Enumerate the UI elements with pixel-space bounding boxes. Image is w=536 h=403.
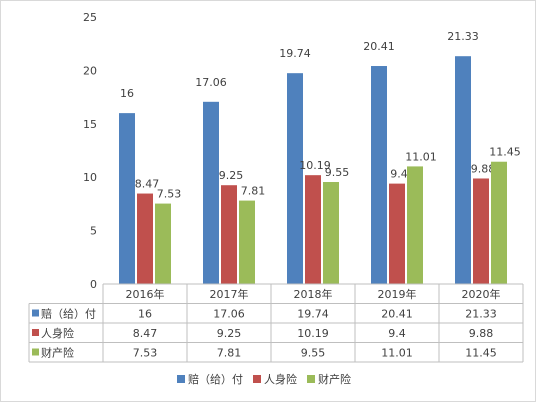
table-cell: 11.45 bbox=[465, 347, 497, 360]
x-tick-label: 2017年 bbox=[210, 287, 249, 301]
bar bbox=[221, 185, 237, 284]
table-cell: 19.74 bbox=[297, 308, 329, 321]
data-label: 19.74 bbox=[279, 47, 311, 60]
data-label: 10.19 bbox=[299, 159, 331, 172]
table-legend-key bbox=[32, 348, 39, 356]
bar bbox=[491, 161, 507, 284]
bar bbox=[455, 56, 471, 284]
y-tick-label: 20 bbox=[83, 64, 97, 77]
data-label: 7.81 bbox=[241, 185, 266, 198]
data-label: 9.4 bbox=[390, 168, 408, 181]
y-tick-label: 5 bbox=[90, 225, 97, 238]
table-cell: 9.88 bbox=[469, 327, 494, 340]
table-cell: 17.06 bbox=[213, 308, 245, 321]
y-tick-label: 10 bbox=[83, 171, 97, 184]
y-tick-label: 25 bbox=[83, 11, 97, 24]
bar bbox=[389, 183, 405, 284]
table-legend-key bbox=[32, 329, 39, 336]
data-label: 21.33 bbox=[447, 30, 479, 43]
bar bbox=[371, 66, 387, 284]
table-cell: 9.4 bbox=[388, 327, 406, 340]
legend-key bbox=[177, 375, 185, 383]
x-tick-label: 2016年 bbox=[126, 287, 165, 301]
table-cell: 16 bbox=[138, 308, 152, 321]
table-cell: 21.33 bbox=[465, 308, 497, 321]
bar bbox=[119, 113, 135, 285]
bar bbox=[323, 182, 339, 284]
data-label: 17.06 bbox=[195, 76, 227, 89]
table-cell: 9.55 bbox=[301, 347, 326, 360]
legend-label: 赔（给）付 bbox=[188, 372, 243, 386]
bar bbox=[473, 178, 489, 284]
bar bbox=[239, 200, 255, 284]
legend-label: 财产险 bbox=[318, 372, 351, 386]
bar bbox=[287, 73, 303, 284]
data-label: 7.53 bbox=[157, 188, 182, 201]
bar bbox=[305, 175, 321, 284]
x-tick-label: 2019年 bbox=[378, 287, 417, 301]
table-series-label: 赔（给）付 bbox=[41, 307, 96, 321]
table-cell: 8.47 bbox=[133, 327, 158, 340]
table-cell: 7.81 bbox=[217, 347, 242, 360]
legend-key bbox=[253, 375, 261, 383]
table-series-label: 人身险 bbox=[41, 326, 74, 340]
table-cell: 20.41 bbox=[381, 308, 413, 321]
x-tick-label: 2018年 bbox=[294, 287, 333, 301]
table-cell: 11.01 bbox=[381, 347, 413, 360]
legend-key bbox=[307, 375, 315, 383]
bar bbox=[407, 166, 423, 284]
table-cell: 9.25 bbox=[217, 327, 242, 340]
data-label: 8.47 bbox=[135, 178, 160, 191]
data-label: 9.55 bbox=[325, 166, 350, 179]
table-cell: 10.19 bbox=[297, 327, 329, 340]
bar bbox=[155, 203, 171, 284]
y-tick-label: 0 bbox=[90, 278, 97, 291]
x-tick-label: 2020年 bbox=[462, 287, 501, 301]
data-label: 9.25 bbox=[219, 169, 244, 182]
data-label: 9.88 bbox=[471, 162, 496, 175]
data-label: 11.45 bbox=[489, 146, 521, 159]
data-label: 11.01 bbox=[405, 150, 437, 163]
data-label: 20.41 bbox=[363, 40, 395, 53]
table-cell: 7.53 bbox=[133, 347, 158, 360]
legend-label: 人身险 bbox=[264, 372, 297, 386]
data-label: 16 bbox=[120, 87, 134, 100]
table-series-label: 财产险 bbox=[41, 346, 74, 360]
bar bbox=[203, 101, 219, 285]
y-tick-label: 15 bbox=[83, 118, 97, 131]
bar bbox=[137, 193, 153, 284]
table-legend-key bbox=[32, 309, 39, 317]
